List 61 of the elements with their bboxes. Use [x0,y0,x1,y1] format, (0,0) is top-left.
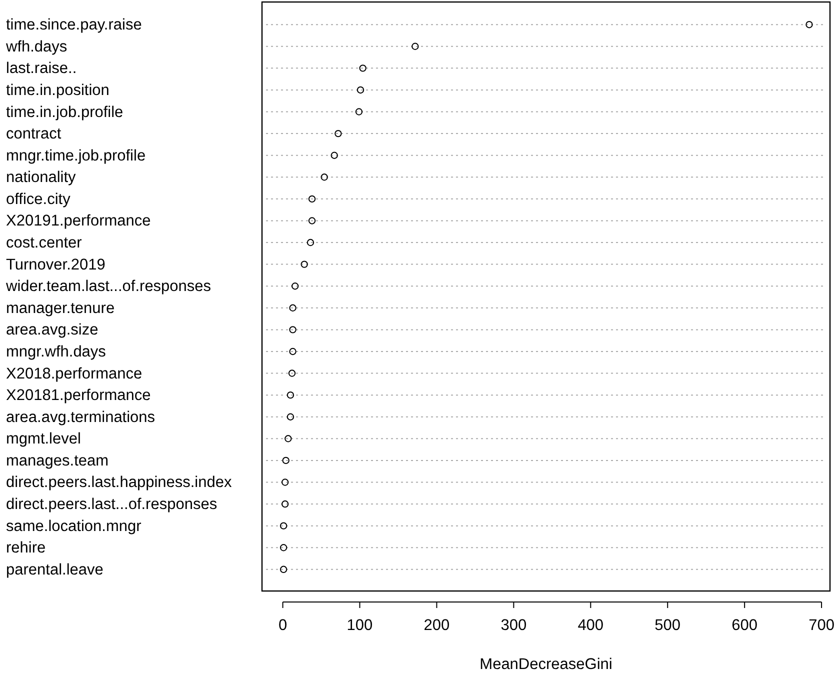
point [306,238,314,246]
x-tick-label: 400 [578,617,604,634]
point [356,86,364,94]
point [282,478,289,486]
y-tick-label: mgmt.level [6,430,81,448]
y-tick-label: Turnover.2019 [6,256,106,274]
y-tick-label: parental.leave [6,561,104,578]
y-tick-label: direct.peers.last.happiness.index [6,474,232,492]
y-tick-label: time.since.pay.raise [6,16,142,34]
y-tick-label: mngr.time.job.profile [6,147,146,164]
point [288,370,296,377]
y-tick-label: X20181.performance [6,387,151,404]
y-tick-label: office.city [6,190,71,208]
point [359,64,366,72]
point [289,304,296,312]
y-tick-label: same.location.mngr [6,518,142,535]
y-tick-label: time.in.position [6,82,110,99]
y-tick-label: last.raise.. [6,60,77,78]
y-tick-label: contract [6,126,62,143]
point [308,217,316,224]
y-tick-label: rehire [6,540,46,557]
x-axis-title: MeanDecreaseGini [480,656,612,673]
point [308,195,316,203]
point [355,108,363,116]
point [806,21,813,28]
point [334,130,342,138]
point [286,391,294,399]
y-tick-label: area.avg.terminations [6,408,156,426]
x-tick-label: 0 [278,617,288,634]
point [412,42,419,50]
point [330,152,338,159]
point [280,544,288,552]
point [280,522,288,530]
y-tick-label: area.avg.size [6,322,98,339]
y-tick-label: time.in.job.profile [6,104,124,121]
point [300,260,308,268]
x-tick-label: 700 [808,617,835,634]
point [292,282,299,290]
x-tick-label: 500 [654,617,681,634]
point [284,435,292,442]
y-tick-label: manager.tenure [6,300,115,317]
y-tick-label: nationality [6,169,76,186]
y-tick-label: manages.team [6,452,109,470]
y-tick-label: X2018.performance [6,365,142,382]
y-tick-label: wider.team.last...of.responses [5,278,212,296]
x-tick-label: 600 [732,617,758,634]
point [289,348,296,356]
y-tick-label: mngr.wfh.days [6,343,106,360]
y-tick-label: cost.center [6,234,82,252]
point [282,456,290,464]
y-tick-label: direct.peers.last...of.responses [6,496,218,514]
x-tick-label: 100 [346,617,374,634]
point [280,566,288,573]
point [289,326,296,334]
point [320,174,328,181]
point [286,413,294,420]
x-tick-label: 300 [500,617,527,634]
point [282,500,289,508]
y-tick-label: X20191.performance [6,212,151,230]
y-tick-label: wfh.days [5,38,68,56]
x-tick-label: 200 [424,617,450,634]
